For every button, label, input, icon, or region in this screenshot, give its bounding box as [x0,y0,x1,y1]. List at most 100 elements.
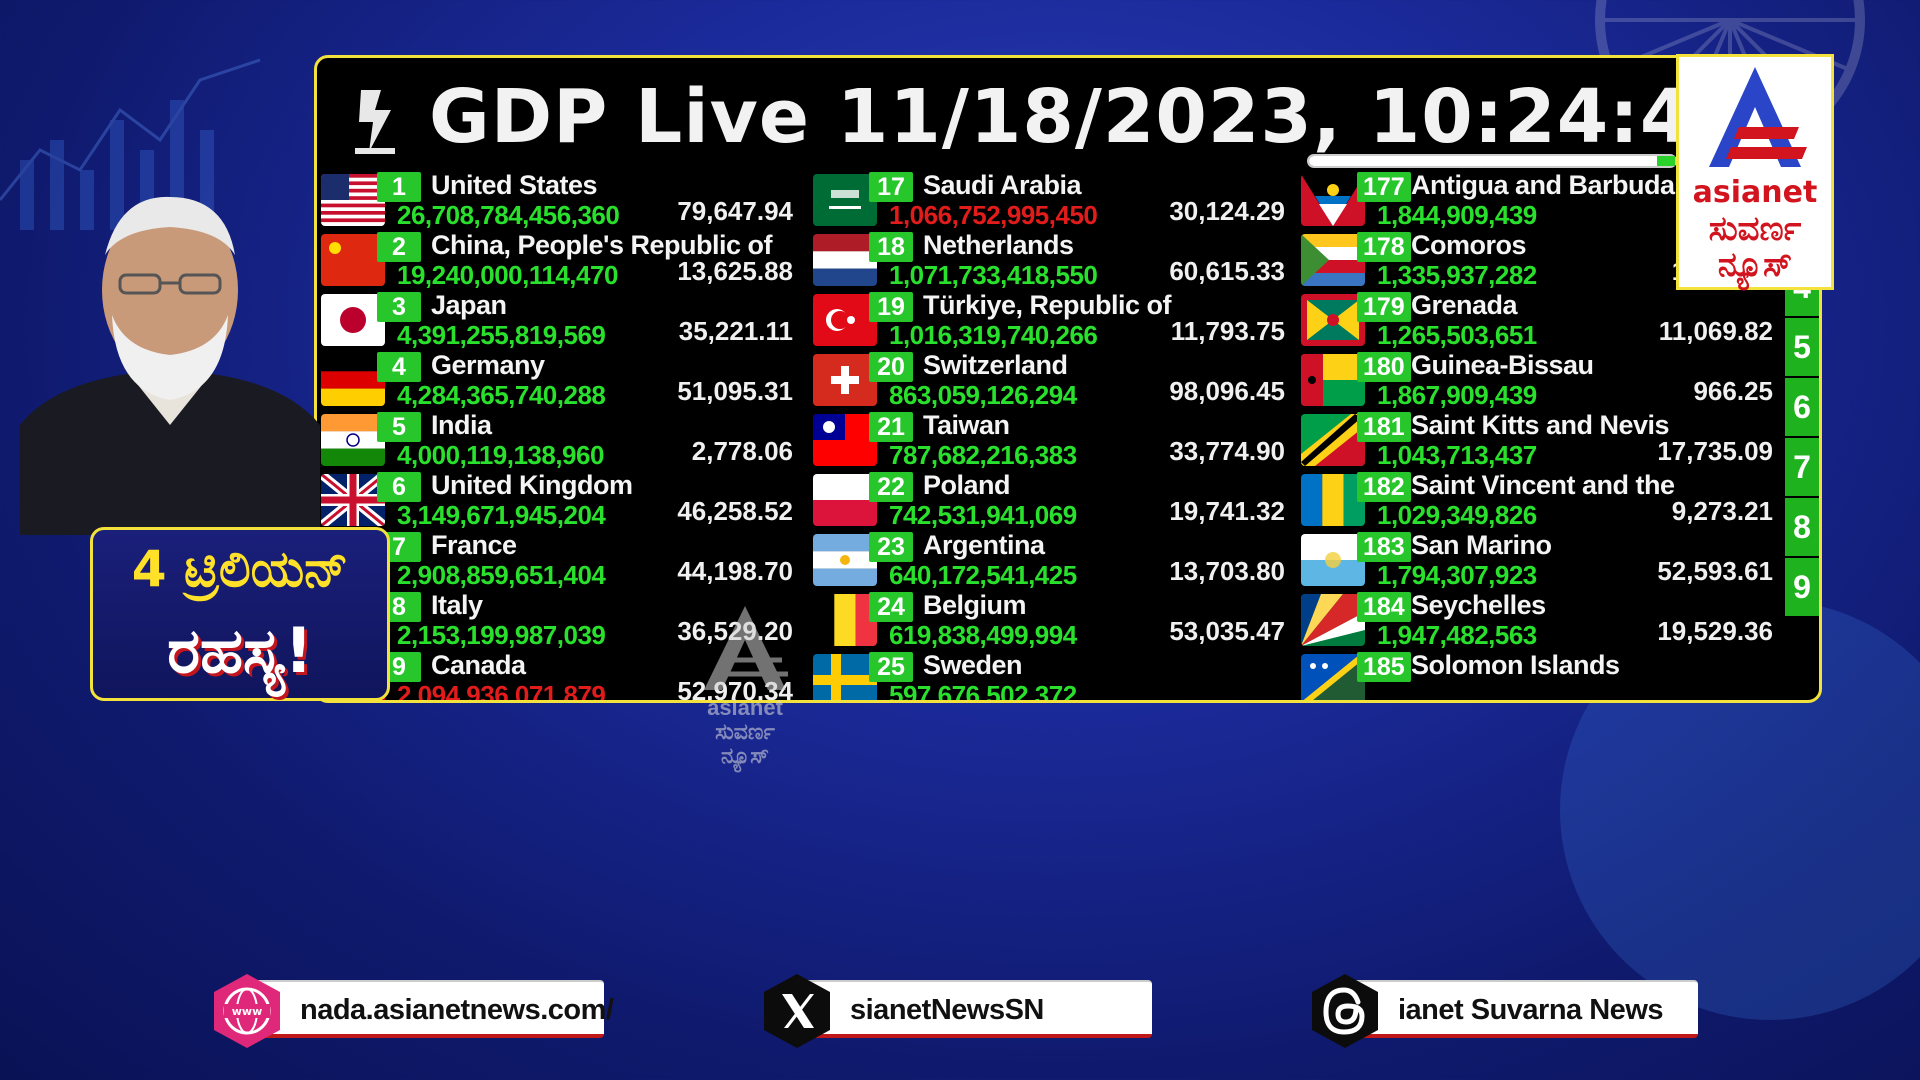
gdp-per-capita: 17,735.09 [1657,436,1773,466]
rank-badge: 2 [377,232,421,262]
country-flag [1301,474,1365,526]
country-flag [813,234,877,286]
country-flag [813,174,877,226]
rank-badge: 20 [869,352,913,382]
country-name: Taiwan [923,410,1010,440]
gdp-value: 1,043,713,437 [1377,440,1537,470]
ranking-row: 2 China, People's Republic of 19,240,000… [317,230,805,290]
country-name: Türkiye, Republic of [923,290,1172,320]
rank-badge: 6 [377,472,421,502]
gdp-per-capita: 52,593.61 [1657,556,1773,586]
ranking-row: 5 India 4,000,119,138,960 2,778.06 [317,410,805,470]
country-flag [813,474,877,526]
country-name: Saint Vincent and the [1411,470,1675,500]
rank-badge: 183 [1357,532,1411,562]
progress-bar [1307,154,1677,168]
ranking-row: 25 Sweden 597,676,502,372 [809,650,1297,700]
country-name: Seychelles [1411,590,1546,620]
rank-badge: 179 [1357,292,1411,322]
country-name: United States [431,170,598,200]
ranking-row: 23 Argentina 640,172,541,425 13,703.80 [809,530,1297,590]
ranking-row: 6 United Kingdom 3,149,671,945,204 46,25… [317,470,805,530]
rank-badge: 184 [1357,592,1411,622]
social-website[interactable]: www nada.asianetnews.com/ [214,974,614,1048]
rank-badge: 23 [869,532,913,562]
headline-line-2: ರಹಸ್ಯ! [167,614,313,687]
ranking-row: 185 Solomon Islands [1297,650,1785,700]
ranking-row: 17 Saudi Arabia 1,066,752,995,450 30,124… [809,170,1297,230]
side-rank-badge: 6 [1785,378,1819,436]
flag-ch-icon [813,354,877,406]
gdp-per-capita: 60,615.33 [1169,256,1285,286]
flag-vc-icon [1301,474,1365,526]
ranking-row: 21 Taiwan 787,682,216,383 33,774.90 [809,410,1297,470]
country-name: China, People's Republic of [431,230,772,260]
ranking-row: 7 France 2,908,859,651,404 44,198.70 [317,530,805,590]
gdp-value: 4,284,365,740,288 [397,380,606,410]
country-flag [1301,654,1365,700]
gdp-value: 1,029,349,826 [1377,500,1537,530]
flag-sa-icon [813,174,877,226]
rank-badge: 177 [1357,172,1411,202]
country-name: Japan [431,290,507,320]
flag-de-icon [321,354,385,406]
gdp-per-capita: 30,124.29 [1169,196,1285,226]
gdp-value: 863,059,126,294 [889,380,1077,410]
gdp-per-capita: 35,221.11 [678,316,793,346]
ranking-column-3: 177 Antigua and Barbuda 1,844,909,439 18… [1297,170,1785,700]
country-name: Canada [431,650,526,680]
country-flag [813,594,877,646]
threads-handle[interactable]: ianet Suvarna News [1398,994,1664,1026]
gdp-per-capita: 46,258.52 [677,496,793,526]
channel-logo-text-1: asianet [1692,175,1818,210]
gdp-per-capita: 13,625.88 [677,256,793,286]
flag-jp-icon [321,294,385,346]
rank-badge: 19 [869,292,913,322]
ranking-row: 1 United States 26,708,784,456,360 79,64… [317,170,805,230]
website-url[interactable]: nada.asianetnews.com/ [300,994,614,1026]
gdp-value: 4,000,119,138,960 [397,440,604,470]
country-flag [321,234,385,286]
gdp-value: 787,682,216,383 [889,440,1077,470]
gdp-per-capita: 19,741.32 [1169,496,1285,526]
flag-km-icon [1301,234,1365,286]
country-name: Poland [923,470,1011,500]
gdp-logo-icon [355,90,395,154]
ranking-row: 181 Saint Kitts and Nevis 1,043,713,437 … [1297,410,1785,470]
country-flag [1301,234,1365,286]
flag-sm-icon [1301,534,1365,586]
flag-pl-icon [813,474,877,526]
rank-badge: 1 [377,172,421,202]
gdp-value: 1,066,752,995,450 [889,200,1098,230]
gdp-per-capita: 44,198.70 [677,556,793,586]
country-name: Netherlands [923,230,1074,260]
country-flag [813,534,877,586]
social-threads[interactable]: ianet Suvarna News [1312,974,1698,1048]
x-handle[interactable]: sianetNewsSN [850,994,1044,1026]
gdp-per-capita: 51,095.31 [677,376,793,406]
gdp-value: 1,335,937,282 [1377,260,1537,290]
gdp-per-capita: 11,069.82 [1658,316,1773,346]
country-name: Grenada [1411,290,1518,320]
side-rank-badge: 8 [1785,498,1819,556]
globe-www-icon: www [214,974,280,1048]
country-name: Italy [431,590,483,620]
ranking-row: 184 Seychelles 1,947,482,563 19,529.36 [1297,590,1785,650]
gdp-per-capita: 53,035.47 [1169,616,1285,646]
flag-sb-icon [1301,654,1365,700]
social-x[interactable]: sianetNewsSN [764,974,1152,1048]
ranking-row: 179 Grenada 1,265,503,651 11,069.82 [1297,290,1785,350]
progress-fill [1309,156,1665,166]
rank-badge: 25 [869,652,913,682]
channel-logo: asianet ಸುವರ್ಣ ನ್ಯೂಸ್ [1676,54,1834,290]
ranking-row: 4 Germany 4,284,365,740,288 51,095.31 [317,350,805,410]
country-name: India [431,410,492,440]
x-logo-icon [764,974,830,1048]
progress-tip [1657,156,1675,166]
country-name: France [431,530,517,560]
gdp-live-panel: GDP Live 11/18/2023, 10:24:47 PM 1 Unite… [314,55,1822,703]
gdp-per-capita: 33,774.90 [1169,436,1285,466]
country-name: Antigua and Barbuda [1411,170,1675,200]
flag-be-icon [813,594,877,646]
gdp-value: 1,844,909,439 [1377,200,1537,230]
